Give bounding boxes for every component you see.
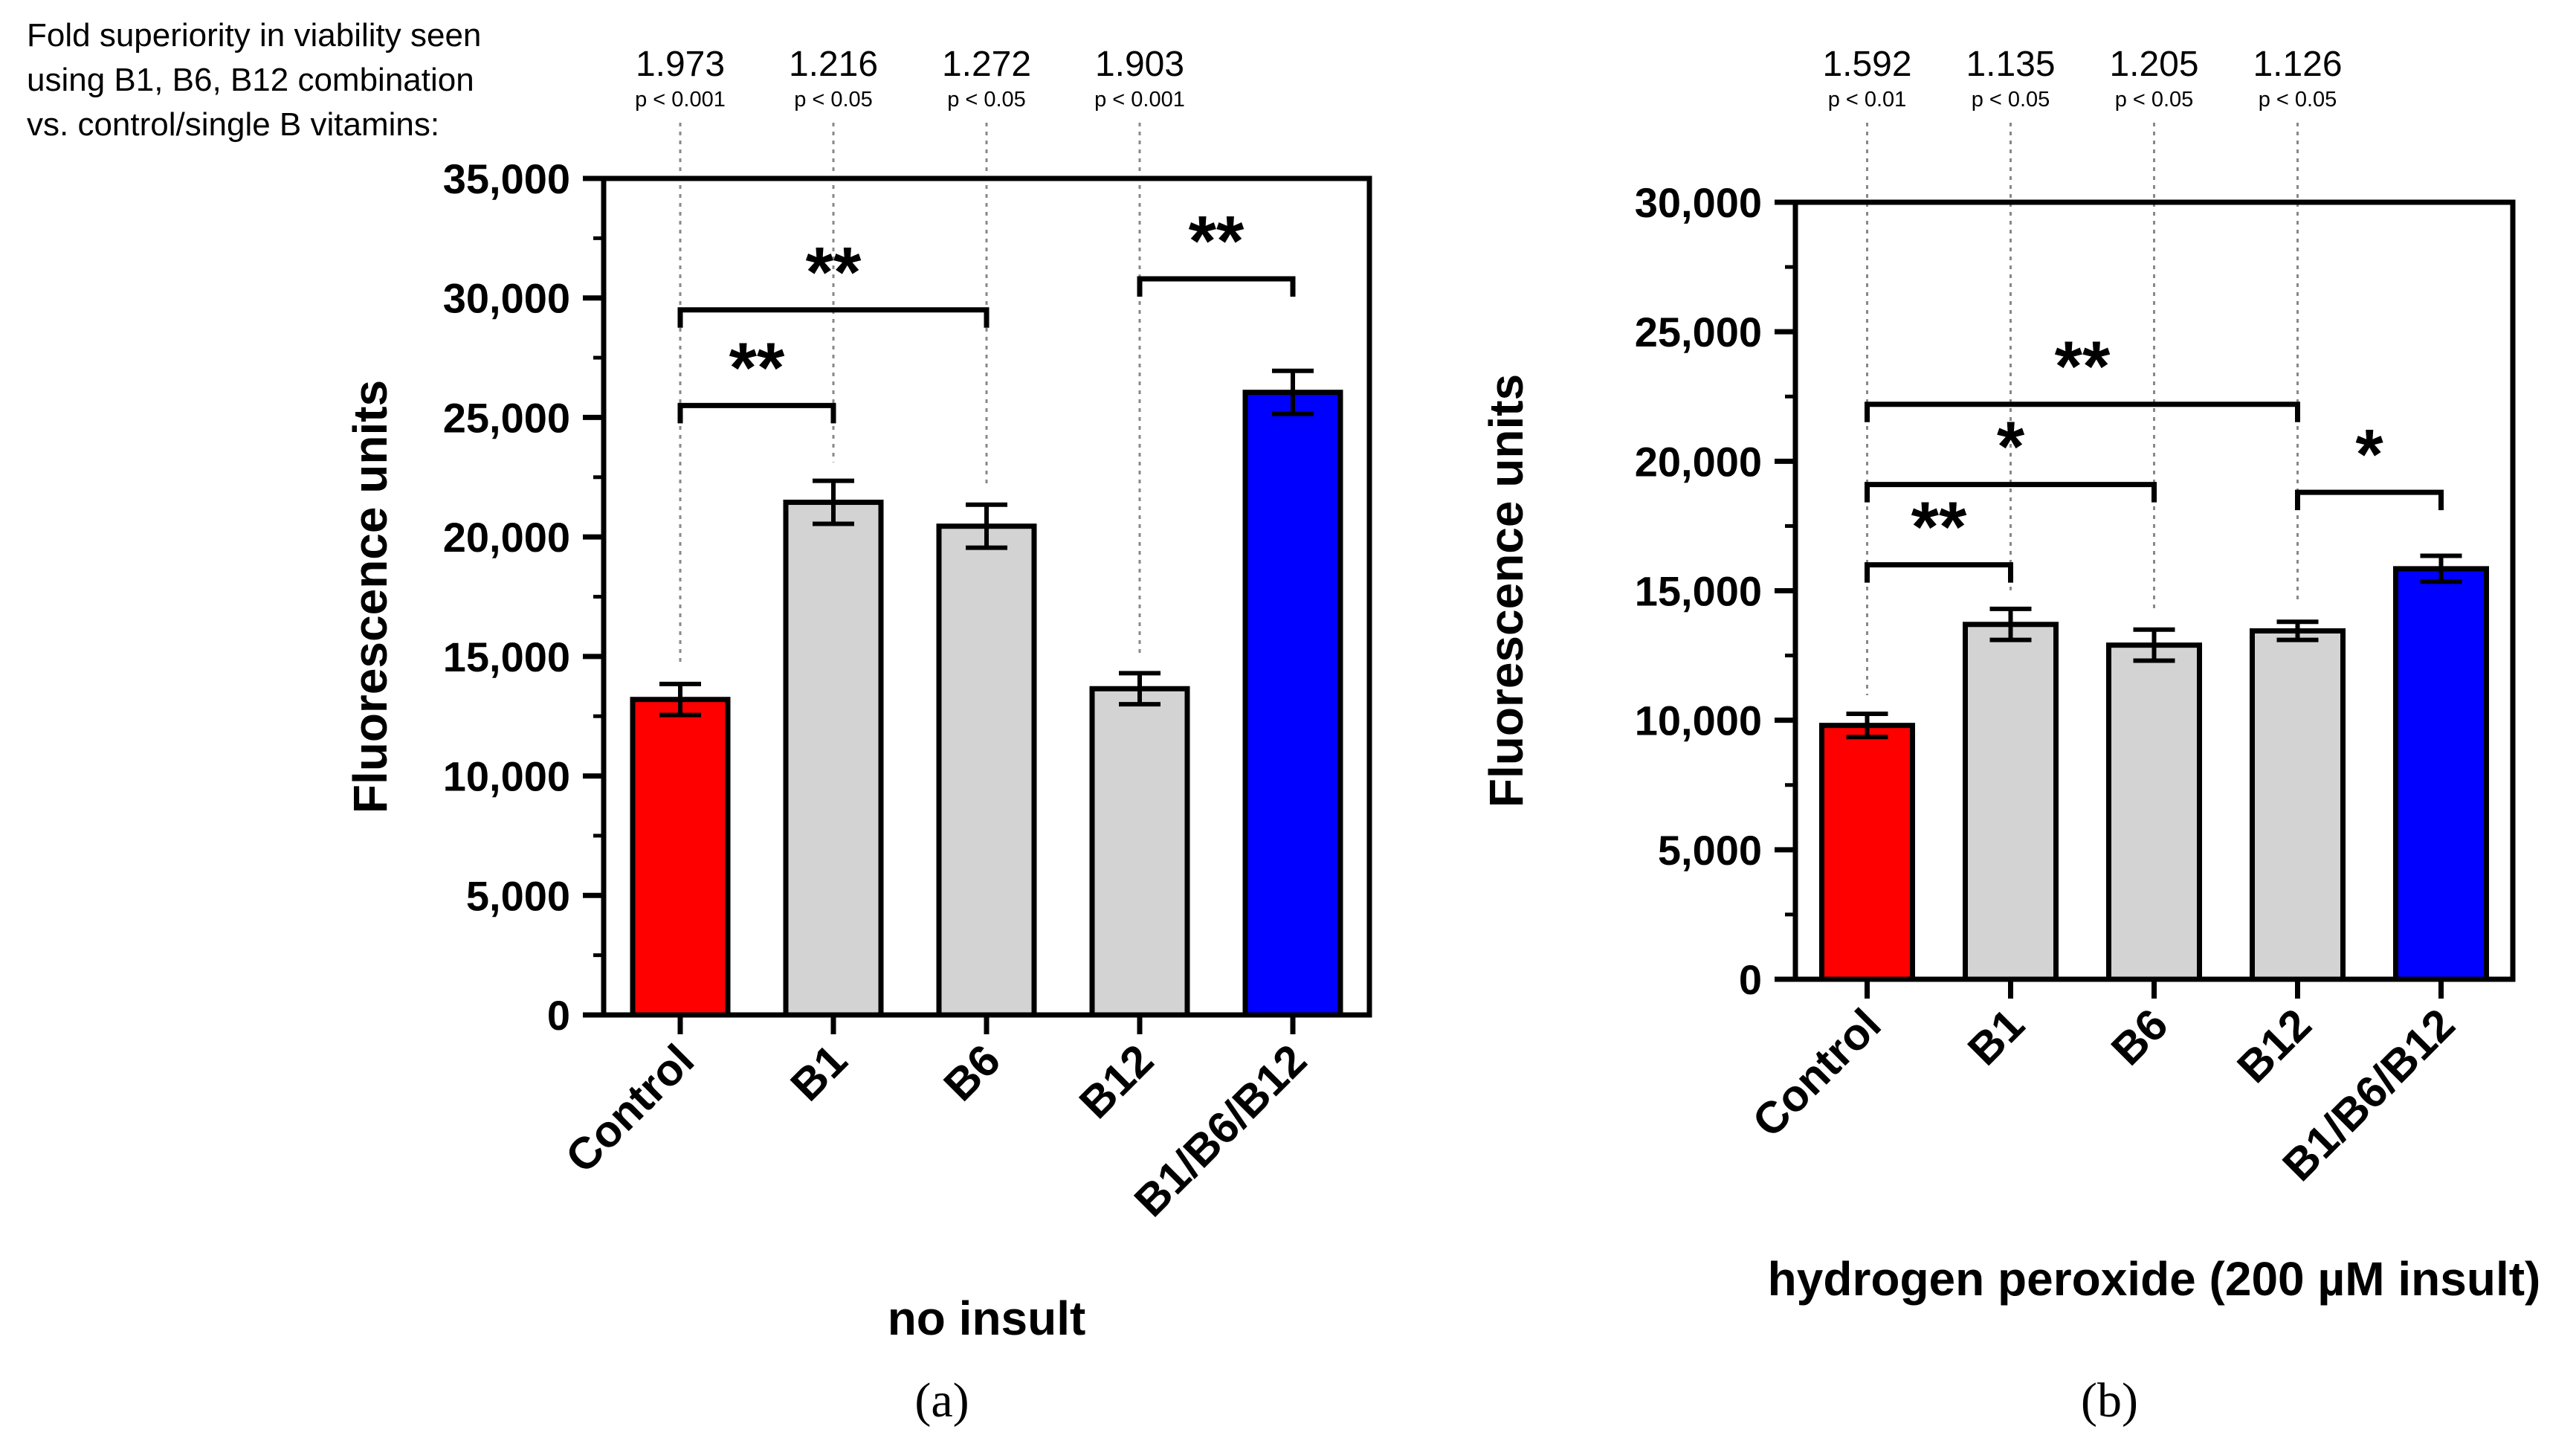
y-tick-label: 20,000	[1635, 438, 1762, 485]
y-tick-label: 30,000	[443, 275, 570, 322]
p-value: p < 0.05	[794, 88, 873, 112]
chart-b: 1.592 p < 0.01 1.135 p < 0.05 1.205 p < 0.05 1…	[1479, 45, 2540, 1428]
category-label: B1	[1958, 999, 2034, 1075]
p-value: p < 0.05	[1972, 88, 2050, 112]
significance-label: *	[1997, 407, 2025, 487]
panel-label: (a)	[914, 1373, 969, 1428]
fold-value: 1.216	[789, 45, 878, 84]
p-value: p < 0.001	[1094, 88, 1185, 112]
significance-bracket	[1865, 482, 2157, 503]
y-tick-label: 15,000	[1635, 568, 1762, 615]
significance-label: *	[2355, 415, 2383, 494]
note-line-3: vs. control/single B vitamins:	[27, 106, 439, 143]
note-line-1: Fold superiority in viability seen	[27, 17, 481, 54]
y-tick-label: 15,000	[443, 634, 570, 680]
y-tick-label: 35,000	[443, 155, 570, 202]
y-tick-label: 20,000	[443, 514, 570, 561]
significance-label: **	[1911, 488, 1967, 567]
y-tick-label: 10,000	[443, 753, 570, 800]
category-label: B6	[934, 1035, 1010, 1111]
y-tick-label: 10,000	[1635, 697, 1762, 744]
category-label: B6	[2102, 999, 2178, 1075]
x-axis-label: hydrogen peroxide (200 µM insult)	[1768, 1252, 2541, 1306]
fold-value: 1.592	[1822, 45, 1911, 84]
category-label: Control	[1743, 999, 1891, 1147]
y-tick-label: 25,000	[1635, 309, 1762, 355]
y-axis-label: Fluorescence units	[1479, 374, 1533, 807]
significance-bracket	[1137, 276, 1296, 297]
bar-b12	[1089, 686, 1190, 1018]
significance-bracket	[1865, 562, 2013, 583]
x-axis-label: no insult	[888, 1292, 1086, 1345]
p-value: p < 0.05	[2259, 88, 2337, 112]
y-axis-label: Fluorescence units	[343, 380, 397, 813]
significance-bracket	[2295, 489, 2444, 511]
panel-label: (b)	[2081, 1373, 2138, 1428]
y-tick-label: 0	[547, 992, 570, 1039]
bar-b1	[1963, 622, 2059, 982]
significance-label: **	[806, 233, 862, 312]
fold-value: 1.903	[1095, 45, 1184, 84]
significance-label: **	[2055, 327, 2111, 407]
note-line-2: using B1, B6, B12 combination	[27, 62, 474, 98]
y-tick-label: 30,000	[1635, 179, 1762, 226]
bar-b1	[783, 500, 884, 1018]
p-value: p < 0.01	[1828, 88, 1907, 112]
bar-b1-b6-b12	[1242, 390, 1343, 1018]
y-tick-label: 5,000	[466, 872, 570, 919]
p-value: p < 0.001	[635, 88, 726, 112]
fold-value: 1.126	[2253, 45, 2342, 84]
category-label: B1	[781, 1035, 857, 1111]
y-tick-label: 0	[1739, 956, 1762, 1003]
category-label: B12	[2227, 999, 2320, 1092]
fold-value: 1.135	[1966, 45, 2055, 84]
fold-value: 1.272	[942, 45, 1031, 84]
bar-b1-b6-b12	[2393, 566, 2489, 982]
bar-b12	[2250, 628, 2346, 982]
significance-label: **	[1189, 202, 1245, 281]
p-value: p < 0.05	[947, 88, 1026, 112]
y-tick-label: 25,000	[443, 394, 570, 441]
category-label: Control	[556, 1035, 703, 1182]
bar-control	[630, 697, 731, 1018]
category-label: B12	[1070, 1035, 1163, 1128]
significance-bracket	[1865, 402, 2300, 422]
y-tick-label: 5,000	[1658, 827, 1762, 874]
fold-value: 1.973	[636, 45, 725, 84]
bar-b6	[2106, 642, 2202, 982]
p-value: p < 0.05	[2115, 88, 2194, 112]
bar-b6	[936, 523, 1037, 1018]
chart-a: 1.973 p < 0.001 1.216 p < 0.05 1.272 p < 0.05…	[343, 45, 1372, 1428]
bar-control	[1819, 723, 1915, 982]
significance-bracket	[677, 307, 990, 328]
significance-label: **	[729, 328, 785, 407]
significance-bracket	[677, 402, 836, 424]
fold-value: 1.205	[2109, 45, 2198, 84]
